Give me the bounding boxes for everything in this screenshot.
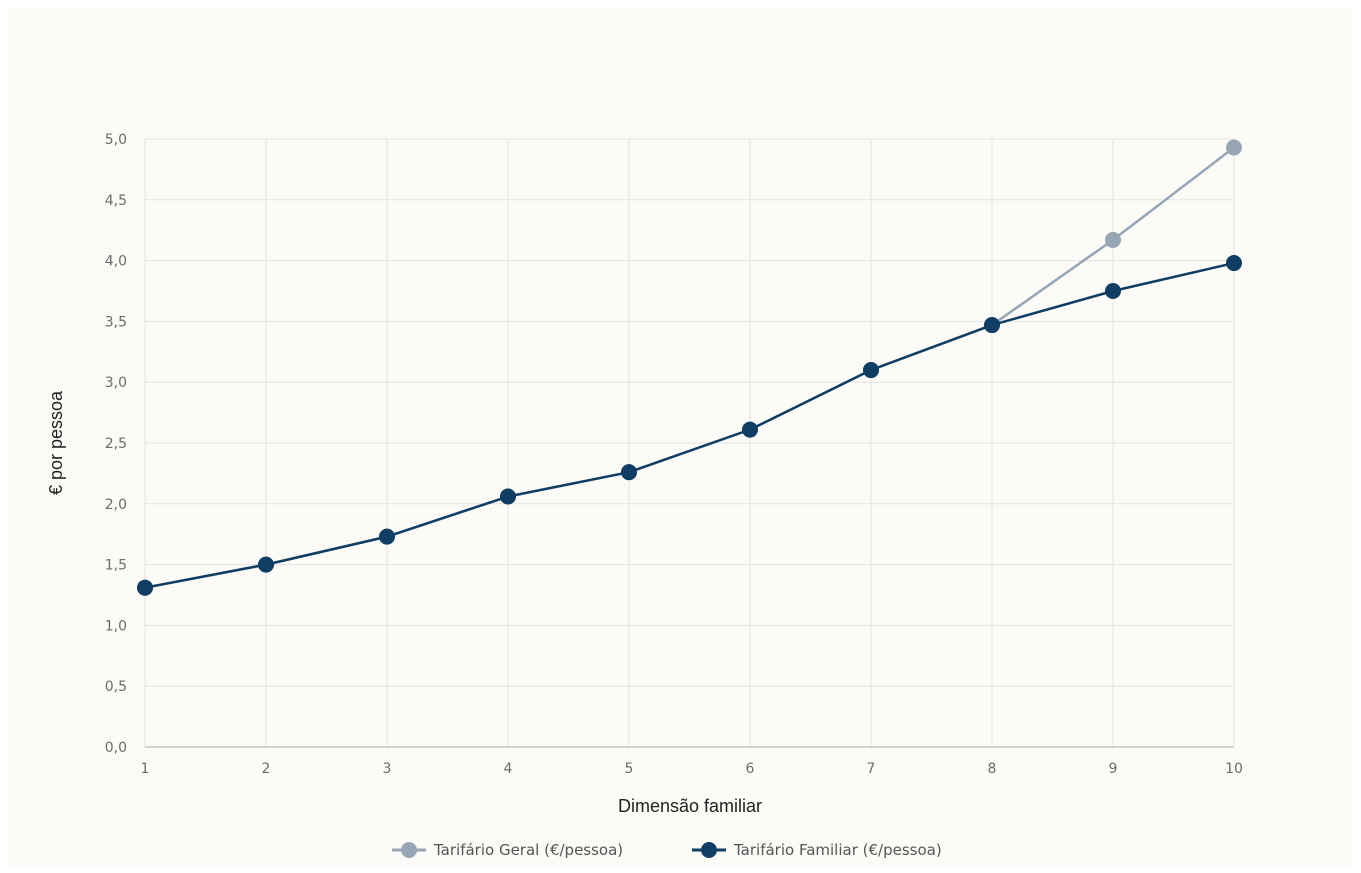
y-tick-label: 1,0	[105, 618, 127, 634]
data-point-series-2	[621, 464, 637, 481]
y-tick-label: 2,5	[105, 436, 127, 452]
data-point-series-2	[742, 421, 758, 438]
x-axis-title: Dimensão familiar	[618, 796, 762, 816]
x-tick-label: 10	[1225, 761, 1243, 777]
legend-item-2[interactable]: Tarifário Familiar (€/pessoa)	[692, 841, 942, 859]
x-tick-label: 4	[504, 761, 513, 777]
grid	[144, 138, 1235, 747]
series	[137, 139, 1242, 596]
x-tick-label: 1	[141, 761, 150, 777]
data-point-series-2	[1105, 283, 1121, 299]
y-tick-label: 4,5	[105, 193, 127, 209]
x-tick-label: 8	[988, 761, 997, 777]
y-tick-label: 0,0	[105, 740, 127, 756]
data-point-series-2	[500, 488, 516, 505]
x-tick-label: 7	[867, 761, 876, 777]
chart-card	[8, 8, 1353, 868]
y-axis-title: € por pessoa	[46, 390, 66, 495]
data-point-series-2	[258, 556, 274, 573]
legend-item-1[interactable]: Tarifário Geral (€/pessoa)	[392, 841, 623, 859]
x-tick-label: 2	[262, 761, 271, 777]
x-tick-label: 6	[746, 761, 755, 777]
x-tick-label: 9	[1109, 761, 1118, 777]
data-point-series-1	[1105, 231, 1121, 248]
y-tick-label: 2,0	[105, 497, 127, 513]
legend-dot-marker	[401, 842, 417, 858]
y-tick-labels: 0,0 0,5 1,0 1,5 2,0 2,5 3,0 3,5 4,0 4,5 5,0	[105, 132, 127, 756]
y-tick-label: 1,5	[105, 558, 127, 574]
series-line-1	[144, 146, 1235, 589]
series-line-2	[144, 261, 1235, 589]
legend[interactable]: Tarifário Geral (€/pessoa) Tarifário Fami…	[392, 841, 942, 859]
data-point-series-2	[137, 579, 153, 596]
x-tick-label: 5	[625, 761, 634, 777]
y-tick-label: 4,0	[105, 254, 127, 270]
y-tick-label: 0,5	[105, 679, 127, 695]
data-point-series-2	[984, 317, 1000, 334]
legend-dot-marker	[701, 842, 717, 858]
legend-label: Tarifário Geral (€/pessoa)	[433, 841, 623, 859]
y-tick-label: 3,5	[105, 314, 127, 330]
x-tick-label: 3	[383, 761, 392, 777]
data-point-series-2	[379, 528, 395, 545]
data-point-series-2	[1226, 255, 1242, 272]
legend-label: Tarifário Familiar (€/pessoa)	[733, 841, 942, 859]
y-tick-label: 5,0	[105, 132, 127, 148]
y-tick-label: 3,0	[105, 375, 127, 391]
x-tick-labels: 1 2 3 4 5 6 7 8 9 10	[141, 761, 1243, 777]
data-point-series-2	[863, 362, 879, 379]
data-point-series-1	[1226, 139, 1242, 156]
